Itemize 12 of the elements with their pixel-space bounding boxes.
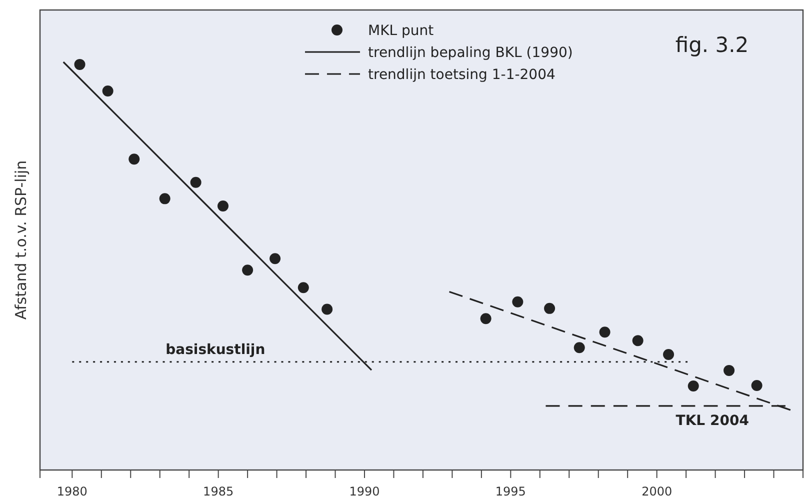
x-tick-label: 1995 (495, 484, 526, 498)
y-axis-title: Afstand t.o.v. RSP-lijn (12, 160, 30, 320)
legend-label: trendlijn bepaling BKL (1990) (368, 45, 573, 61)
x-tick-label: 1990 (349, 484, 380, 498)
legend-label: trendlijn toetsing 1-1-2004 (368, 67, 556, 83)
x-tick-label: 1980 (56, 484, 88, 498)
x-tick-label: 2000 (642, 484, 672, 498)
annotation: TKL 2004 (676, 412, 750, 429)
annotation: basiskustlijn (166, 342, 266, 358)
chart-title: fig. 3.2 (675, 33, 749, 57)
x-tick-label: 1985 (203, 484, 234, 498)
legend-label: MKL punt (368, 23, 434, 39)
